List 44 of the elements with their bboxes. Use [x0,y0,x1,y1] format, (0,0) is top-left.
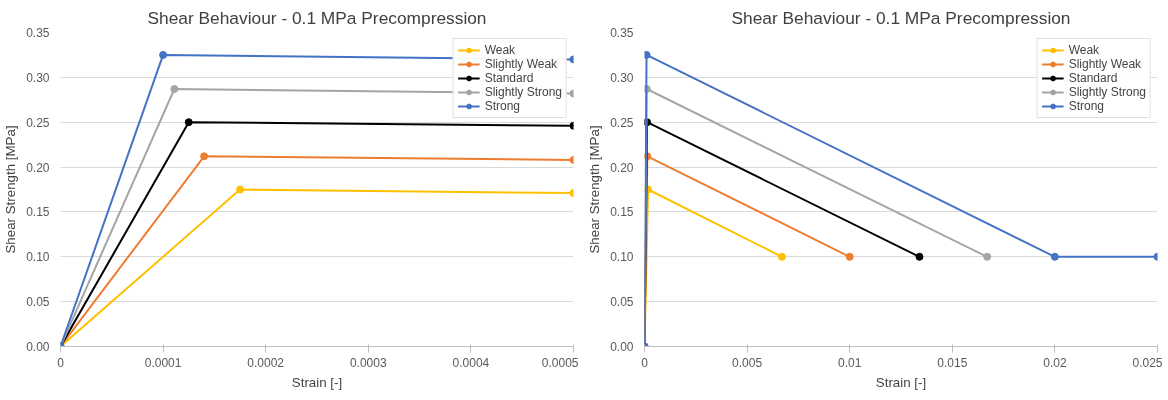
legend-label: Weak [1068,43,1100,57]
y-tick-label: 0.30 [26,70,50,85]
legend-label: Standard [1068,71,1118,85]
legend-label: Strong [1068,99,1104,113]
y-tick-label: 0.30 [610,70,634,85]
x-axis-title: Strain [-] [875,374,927,390]
y-tick-label: 0.35 [26,26,50,40]
legend-label: Standard [484,71,534,85]
x-tick-label: 0.0005 [541,355,579,370]
y-axis-title: Shear Strength [MPa] [3,125,19,254]
y-tick-label: 0.00 [610,340,634,354]
x-tick-label: 0.025 [1132,355,1163,370]
x-tick-label: 0 [641,355,649,370]
x-tick-label: 0.0002 [247,355,285,370]
y-tick-label: 0.35 [610,26,634,40]
y-tick-label: 0.15 [26,205,50,220]
x-tick-label: 0 [57,355,65,370]
y-tick-label: 0.00 [26,340,50,354]
x-tick-label: 0.005 [732,355,763,370]
chart-title: Shear Behaviour - 0.1 MPa Precompression [147,7,487,28]
chart-title: Shear Behaviour - 0.1 MPa Precompression [731,7,1071,28]
y-tick-label: 0.15 [610,205,634,220]
x-tick-label: 0.015 [937,355,968,370]
legend-label: Slightly Strong [484,85,562,99]
y-tick-label: 0.10 [26,250,50,265]
x-axis-title: Strain [-] [291,374,343,390]
legend-label: Strong [484,99,520,113]
y-tick-label: 0.05 [610,295,634,310]
y-tick-label: 0.20 [26,160,50,175]
y-tick-label: 0.05 [26,295,50,310]
legend-label: Slightly Weak [484,57,558,71]
legend-label: Slightly Weak [1068,57,1142,71]
x-tick-label: 0.0001 [144,355,182,370]
x-tick-label: 0.01 [838,355,862,370]
legend-label: Slightly Strong [1068,85,1146,99]
y-tick-label: 0.20 [610,160,634,175]
y-tick-label: 0.25 [610,115,634,130]
y-axis-title: Shear Strength [MPa] [587,125,603,254]
y-tick-label: 0.10 [610,250,634,265]
x-tick-label: 0.02 [1043,355,1067,370]
legend-label: Weak [484,43,516,57]
y-tick-label: 0.25 [26,115,50,130]
x-tick-label: 0.0004 [452,355,490,370]
x-tick-label: 0.0003 [349,355,387,370]
